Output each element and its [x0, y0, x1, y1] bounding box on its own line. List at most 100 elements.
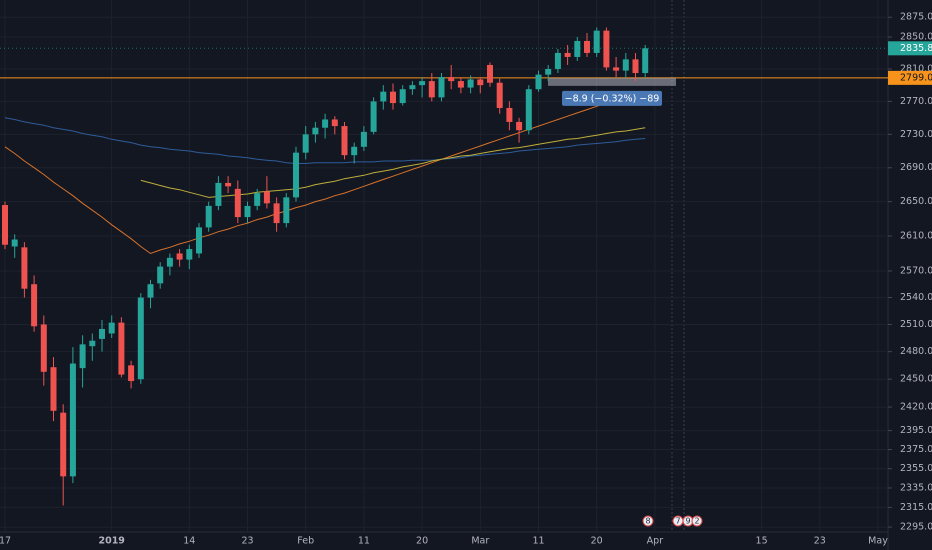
- candle-body: [147, 284, 154, 298]
- y-tick-label: 2315.0: [900, 502, 932, 513]
- candle-body: [370, 101, 377, 132]
- candle-body: [351, 146, 358, 156]
- candle-body: [419, 81, 426, 86]
- candle-body: [564, 52, 571, 57]
- candle-body: [2, 205, 8, 245]
- x-tick-label: 20: [591, 536, 603, 547]
- event-label: 9: [685, 517, 690, 526]
- x-tick-label: 17: [0, 536, 11, 547]
- x-tick-label: 11: [358, 536, 370, 547]
- candle-body: [108, 322, 115, 334]
- y-tick-label: 2610.0: [900, 231, 932, 242]
- candle-body: [593, 30, 600, 53]
- x-tick-label: 11: [532, 536, 544, 547]
- y-tick-label: 2540.0: [900, 292, 932, 303]
- candle-body: [574, 40, 581, 57]
- x-tick-label: 2019: [98, 536, 124, 547]
- candle-body: [632, 59, 639, 74]
- candle-body: [322, 119, 329, 128]
- candle-body: [457, 81, 464, 88]
- candle-body: [69, 363, 76, 477]
- candle-body: [128, 365, 135, 382]
- y-tick-label: 2335.0: [900, 482, 932, 493]
- x-tick-label: 14: [183, 536, 195, 547]
- candle-body: [409, 85, 416, 90]
- candle-body: [40, 324, 47, 372]
- event-label: 7: [675, 517, 680, 526]
- candle-body: [622, 59, 629, 71]
- candle-body: [603, 30, 610, 68]
- y-tick-label: 2730.0: [900, 129, 932, 140]
- candle-body: [234, 188, 241, 218]
- x-tick-label: 15: [756, 536, 768, 547]
- candle-body: [642, 48, 649, 74]
- candle-body: [554, 52, 561, 69]
- y-tick-label: 2810.0: [900, 63, 932, 74]
- y-tick-label: 2375.0: [900, 444, 932, 455]
- candle-body: [487, 64, 493, 83]
- y-tick-label: 2395.0: [900, 425, 932, 436]
- candle-body: [293, 152, 299, 198]
- candle-body: [390, 91, 396, 104]
- candle-body: [360, 131, 367, 147]
- candle-body: [31, 284, 38, 327]
- candle-body: [137, 297, 144, 380]
- candle-body: [302, 134, 309, 153]
- candle-body: [263, 191, 270, 204]
- event-badge: [642, 515, 654, 527]
- measure-text: −8.9 (−0.32%) −89: [565, 93, 660, 104]
- y-tick-label: 2295.0: [900, 522, 932, 533]
- candle-body: [331, 119, 338, 127]
- candle-body: [496, 82, 503, 108]
- candle-body: [477, 79, 484, 86]
- candle-body: [506, 107, 513, 122]
- candle-body: [535, 74, 542, 90]
- candle-body: [283, 197, 290, 224]
- candle-body: [399, 89, 406, 104]
- x-tick-label: 20: [416, 536, 428, 547]
- candle-body: [438, 77, 445, 98]
- candle-body: [215, 182, 222, 206]
- candle-body: [157, 266, 164, 284]
- x-tick-label: May: [868, 536, 888, 547]
- candle-body: [11, 239, 18, 247]
- y-tick-label: 2570.0: [900, 265, 932, 276]
- y-tick-label: 2690.0: [900, 162, 932, 173]
- candle-body: [118, 322, 125, 375]
- moving-average: [4, 96, 646, 255]
- y-tick-label: 2875.0: [900, 12, 932, 23]
- y-tick-label: 2850.0: [900, 32, 932, 43]
- y-tick-label: 2770.0: [900, 96, 932, 107]
- candle-body: [186, 249, 193, 260]
- x-tick-label: Mar: [471, 536, 489, 547]
- x-tick-label: Apr: [647, 536, 664, 547]
- y-tick-label: 2450.0: [900, 374, 932, 385]
- candle-body: [225, 182, 232, 187]
- moving-average: [4, 117, 646, 164]
- candle-body: [99, 328, 105, 339]
- y-tick-label: 2480.0: [900, 346, 932, 357]
- last-price-box: [888, 41, 932, 56]
- moving-average: [140, 127, 646, 198]
- y-tick-label: 2420.0: [900, 402, 932, 413]
- candle-body: [89, 340, 96, 347]
- candle-body: [205, 205, 212, 228]
- candle-body: [380, 91, 387, 102]
- event-label: 2: [694, 517, 699, 526]
- candle-body: [341, 126, 348, 156]
- y-tick-label: 2355.0: [900, 463, 932, 474]
- candle-body: [448, 77, 455, 82]
- hline-price-box: [888, 70, 932, 85]
- hline-price-label: 2799.0: [900, 72, 932, 83]
- x-tick-label: 23: [814, 536, 826, 547]
- candle-body: [79, 344, 86, 369]
- candle-body: [60, 412, 67, 477]
- x-tick-label: 23: [241, 536, 253, 547]
- candle-body: [50, 367, 57, 411]
- measure-tooltip: [562, 90, 662, 106]
- candle-body: [516, 121, 523, 131]
- candle-body: [428, 81, 435, 98]
- candle-body: [525, 89, 532, 131]
